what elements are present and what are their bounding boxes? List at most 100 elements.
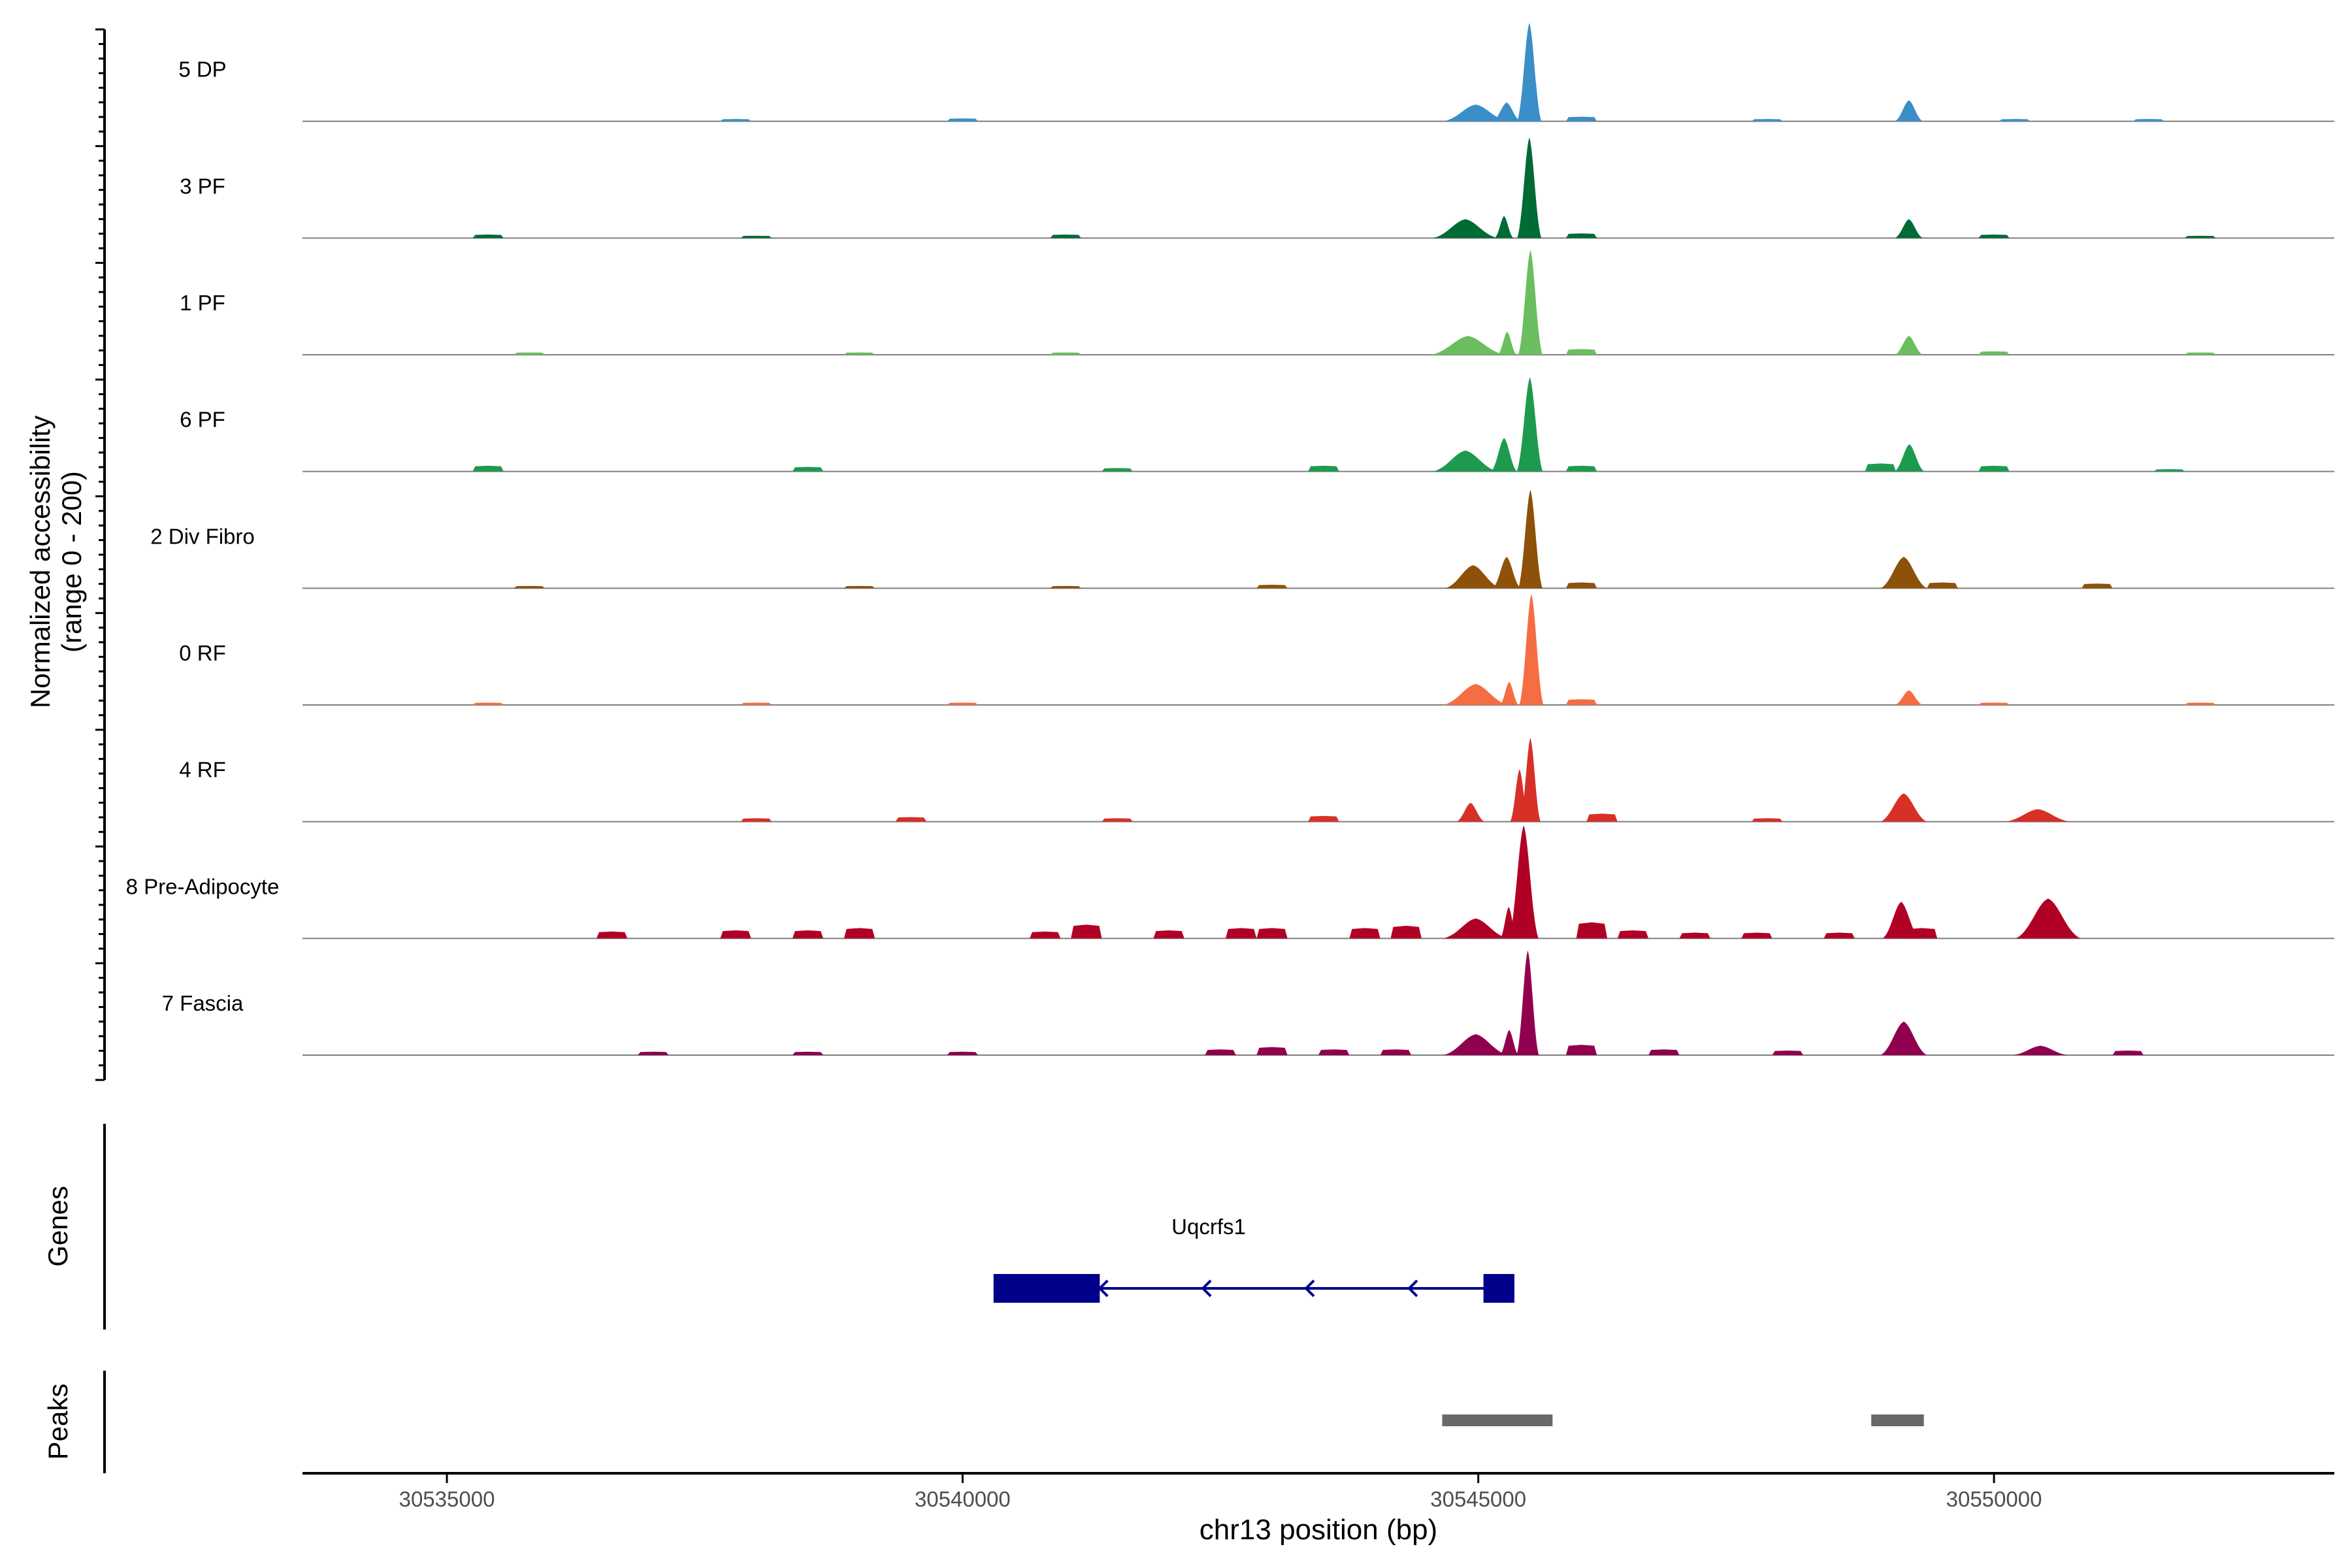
track-label: 2 Div Fibro (150, 524, 255, 548)
coverage-blip (1617, 930, 1649, 939)
coverage-blip (1741, 932, 1772, 939)
track-label: 5 DP (178, 57, 226, 82)
strand-arrow (1201, 1279, 1212, 1298)
coverage-blip (1772, 1050, 1803, 1055)
coverage-peak (1516, 377, 1543, 472)
coverage-blip (1349, 928, 1380, 939)
coverage-peak (1499, 681, 1519, 705)
coverage-blip (740, 818, 772, 822)
coverage-blip (1679, 932, 1710, 939)
coverage-blip (1029, 931, 1061, 939)
coverage-blip (1586, 813, 1618, 822)
coverage-blip (1380, 1049, 1412, 1055)
coverage-peak (1443, 1034, 1509, 1055)
coverage-blip (1256, 1047, 1288, 1055)
coverage-peak (2005, 809, 2070, 822)
coverage-blip (1576, 922, 1608, 939)
coverage-blip (1865, 463, 1897, 472)
coverage-blip (596, 931, 628, 939)
coverage-peak (1894, 444, 1925, 472)
coverage-peak (1518, 489, 1543, 589)
coverage-peak (1517, 137, 1542, 238)
coverage-blip (740, 702, 772, 705)
coverage-blip (1978, 702, 2010, 705)
coverage-blip (2185, 702, 2216, 705)
track: 3 PF (180, 137, 2334, 239)
coverage-blip (1978, 465, 2010, 472)
x-axis-label: chr13 position (bp) (1200, 1514, 1437, 1546)
coverage-blip (1071, 924, 1102, 939)
coverage-blip (514, 352, 545, 355)
track-label: 6 PF (180, 408, 225, 432)
coverage-blip (1978, 351, 2010, 355)
coverage-blip (638, 1051, 669, 1055)
coverage-blip (1153, 930, 1184, 939)
coverage-peak (1895, 336, 1923, 355)
coverage-blip (1565, 116, 1597, 122)
coverage-blip (1823, 932, 1855, 939)
y-axis-label-line2: (range 0 - 200) (56, 471, 87, 653)
coverage-peak (1880, 793, 1927, 822)
coverage-blip (1927, 582, 1958, 589)
coverage-blip (1256, 928, 1288, 939)
coverage-blip (2153, 469, 2185, 472)
coverage-peak (1443, 684, 1509, 705)
coverage-blip (947, 702, 979, 705)
coverage-blip (2133, 119, 2164, 122)
coverage-blip (720, 930, 751, 939)
coverage-peak (1882, 902, 1920, 939)
coverage-blip (792, 930, 824, 939)
coverage-blip (2112, 1050, 2144, 1055)
coverage-blip (895, 817, 927, 822)
track: 2 Div Fibro (150, 489, 2334, 589)
coverage-blip (947, 1051, 979, 1055)
track-label: 7 Fascia (162, 991, 244, 1015)
track-label: 1 PF (180, 291, 225, 315)
coverage-peak (1518, 250, 1543, 355)
coverage-tracks: 5 DP 3 PF 1 PF 6 PF 2 Div Fibro 0 RF 4 RF 8 Pre… (126, 23, 2334, 1056)
coverage-peak (1519, 594, 1544, 705)
genes-panel: Genes Uqcrfs1 (42, 1124, 1514, 1330)
coverage-blip (1318, 1049, 1350, 1055)
strand-arrow (1098, 1279, 1109, 1298)
track-label: 0 RF (179, 641, 226, 665)
coverage-blip (1225, 928, 1257, 939)
coverage-blip (1050, 235, 1081, 238)
coverage-blip (1565, 1045, 1597, 1055)
coverage-peak (1433, 219, 1498, 238)
peaks-panel: Peaks (42, 1371, 1924, 1473)
x-tick-label: 30535000 (399, 1487, 495, 1511)
coverage-blip (1565, 349, 1597, 355)
coverage-blip (843, 352, 875, 355)
coverage-blip (740, 235, 772, 238)
coverage-blip (472, 702, 504, 705)
coverage-blip (1390, 925, 1422, 939)
peaks-panel-label: Peaks (42, 1384, 73, 1460)
track: 1 PF (180, 250, 2334, 355)
coverage-peak (1880, 557, 1927, 589)
coverage-peak (1492, 102, 1521, 122)
coverage-blip (947, 118, 979, 122)
strand-arrow (1407, 1279, 1418, 1298)
peak-region (1871, 1414, 1924, 1426)
coverage-blip (1205, 1049, 1236, 1055)
coverage-peak (1895, 219, 1923, 238)
coverage-blip (843, 585, 875, 589)
x-tick-label: 30540000 (915, 1487, 1011, 1511)
coverage-blip (1978, 235, 2010, 238)
coverage-blip (1565, 699, 1597, 705)
coverage-blip (2185, 352, 2216, 355)
coverage-blip (1648, 1049, 1680, 1055)
track: 4 RF (179, 738, 2334, 823)
coverage-blip (792, 1051, 824, 1055)
coverage-blip (843, 928, 875, 939)
coverage-blip (720, 119, 751, 122)
peak-regions (1442, 1414, 1924, 1426)
gene-name-label: Uqcrfs1 (1171, 1215, 1246, 1239)
coverage-blip (1308, 465, 1339, 472)
coverage-peak (1492, 557, 1521, 589)
coverage-peak (2012, 1045, 2068, 1055)
coverage-peak (1443, 918, 1509, 939)
track: 6 PF (180, 377, 2334, 472)
coverage-blip (2185, 235, 2216, 238)
